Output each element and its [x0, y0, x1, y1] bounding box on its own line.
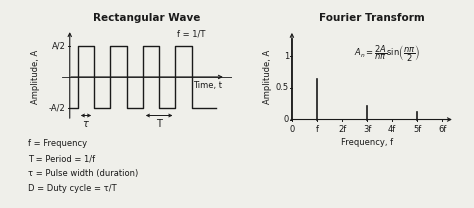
- Text: $\tau$: $\tau$: [82, 119, 90, 129]
- Text: Amplitude, A: Amplitude, A: [31, 50, 40, 104]
- Text: f: f: [316, 125, 319, 134]
- Text: 2f: 2f: [338, 125, 346, 134]
- Text: T: T: [156, 119, 162, 129]
- Text: τ = Pulse width (duration): τ = Pulse width (duration): [28, 169, 139, 178]
- Text: 4f: 4f: [388, 125, 396, 134]
- Text: 0.5: 0.5: [276, 83, 289, 93]
- Text: 6f: 6f: [438, 125, 447, 134]
- Text: f = 1/T: f = 1/T: [177, 30, 206, 39]
- Text: 1: 1: [283, 52, 289, 61]
- Text: 0: 0: [289, 125, 294, 134]
- Text: 5f: 5f: [413, 125, 421, 134]
- Title: Rectangular Wave: Rectangular Wave: [93, 13, 201, 23]
- Text: 0: 0: [283, 115, 289, 124]
- Text: T = Period = 1/f: T = Period = 1/f: [28, 154, 96, 163]
- Text: Frequency, f: Frequency, f: [341, 138, 393, 147]
- Text: Amplitude, A: Amplitude, A: [264, 50, 272, 104]
- Text: $A_n = \dfrac{2A}{n\pi}\sin\!\left(\dfrac{n\pi}{2}\right)$: $A_n = \dfrac{2A}{n\pi}\sin\!\left(\dfra…: [354, 43, 420, 64]
- Text: A/2: A/2: [52, 42, 66, 51]
- Title: Fourier Transform: Fourier Transform: [319, 13, 425, 23]
- Text: Time, t: Time, t: [193, 81, 222, 90]
- Text: 3f: 3f: [363, 125, 371, 134]
- Text: f = Frequency: f = Frequency: [28, 139, 88, 148]
- Text: D = Duty cycle = τ/T: D = Duty cycle = τ/T: [28, 184, 117, 193]
- Text: -A/2: -A/2: [49, 103, 66, 112]
